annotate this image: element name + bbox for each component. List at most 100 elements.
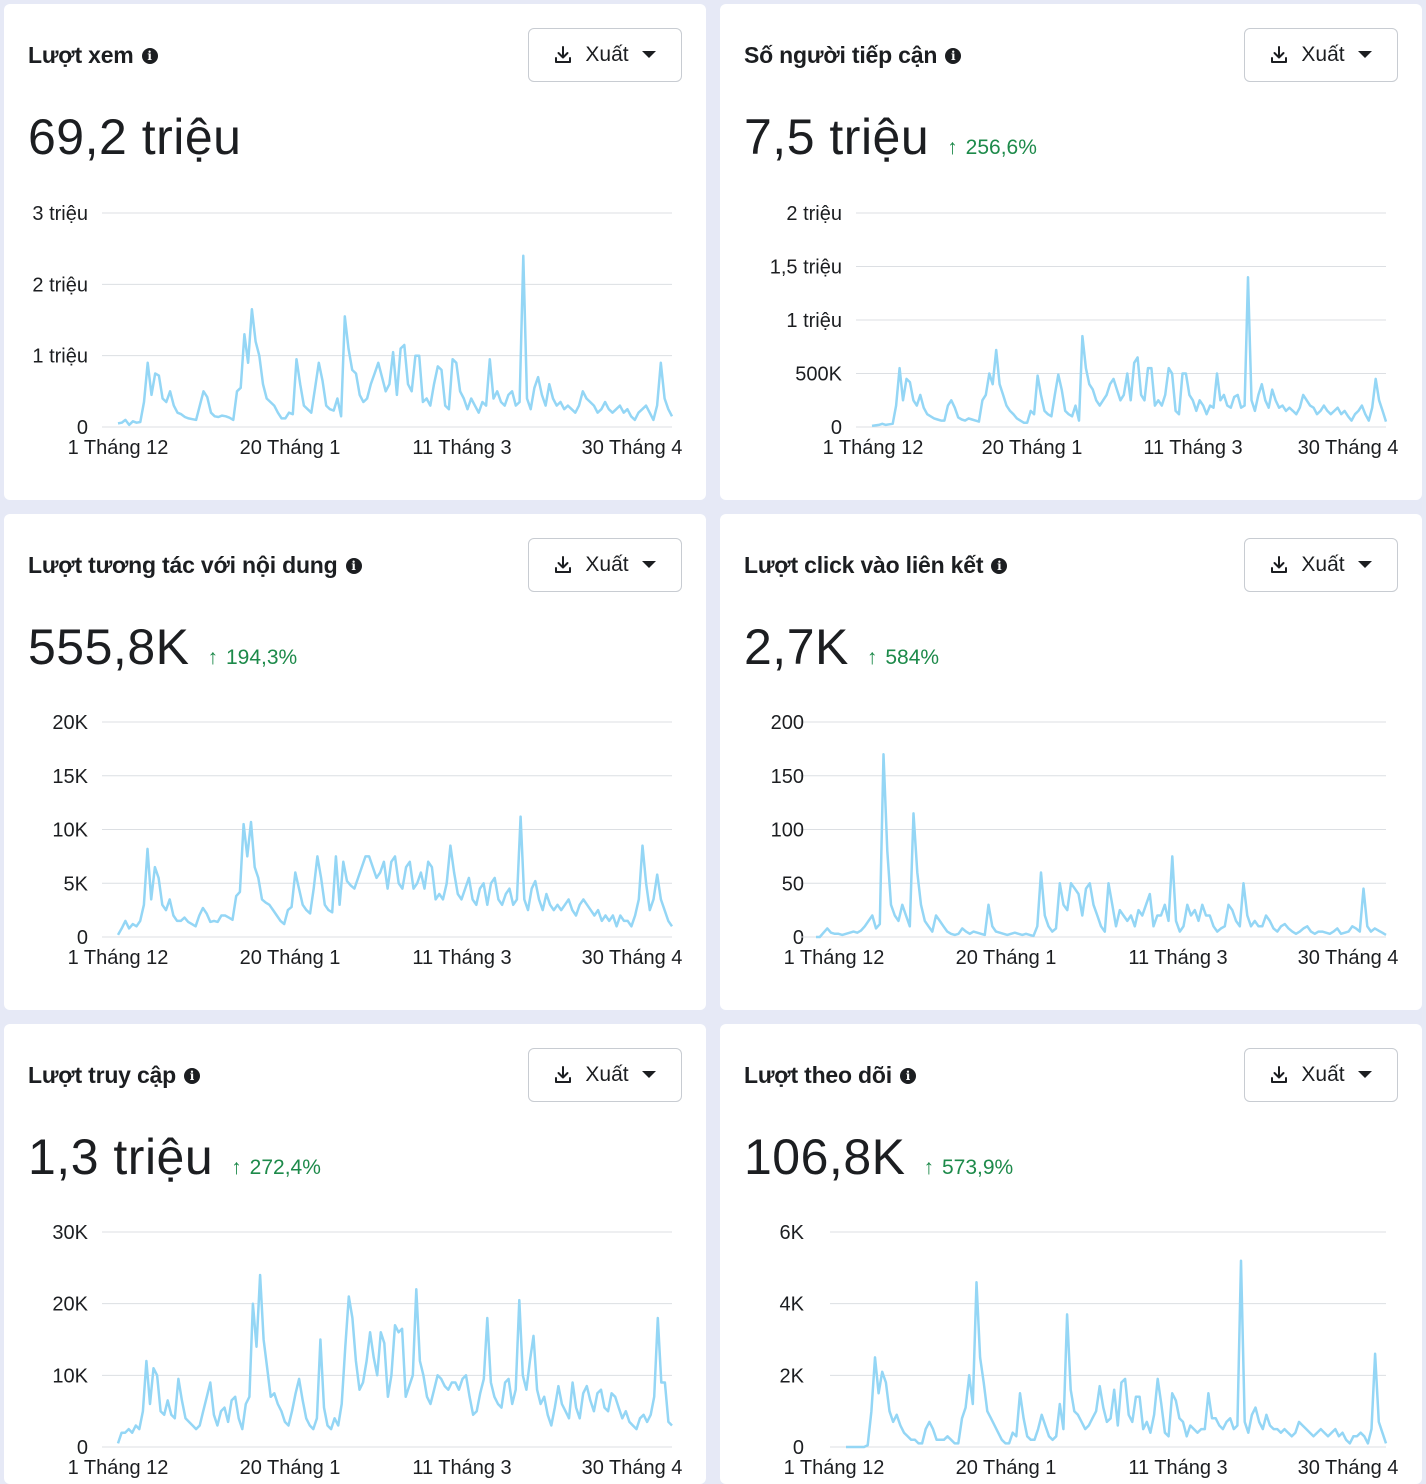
y-tick-label: 200: [771, 712, 804, 734]
info-icon[interactable]: i: [899, 1067, 916, 1084]
caret-down-icon: [1357, 50, 1373, 60]
caret-down-icon: [641, 1070, 657, 1080]
x-tick-label: 30 Tháng 4: [1298, 437, 1399, 459]
y-tick-label: 2 triệu: [786, 203, 842, 225]
info-icon[interactable]: i: [945, 47, 962, 64]
card-title: Lượt click vào liên kết i: [744, 552, 1008, 579]
metric-summary: 69,2 triệu: [28, 108, 241, 166]
y-tick-label: 10K: [52, 1365, 88, 1387]
export-label: Xuất: [1301, 1063, 1345, 1086]
export-button[interactable]: Xuất: [1244, 1048, 1398, 1102]
y-tick-label: 20K: [52, 712, 88, 734]
series-line: [871, 275, 1388, 428]
x-tick-label: 20 Tháng 1: [240, 1457, 341, 1479]
y-tick-label: 0: [77, 417, 88, 439]
export-label: Xuất: [585, 1063, 629, 1086]
x-tick-label: 30 Tháng 4: [1298, 1457, 1399, 1479]
x-tick-label: 11 Tháng 3: [1128, 1457, 1227, 1479]
card-title-text: Lượt click vào liên kết: [744, 552, 984, 578]
caret-down-icon: [1357, 560, 1373, 570]
y-tick-label: 0: [77, 927, 88, 949]
x-tick-label: 30 Tháng 4: [582, 437, 683, 459]
x-tick-label: 20 Tháng 1: [240, 947, 341, 969]
change-value: 573,9%: [941, 1156, 1014, 1179]
download-icon: [553, 45, 573, 65]
y-tick-label: 2 triệu: [32, 274, 88, 296]
export-label: Xuất: [585, 43, 629, 66]
x-tick-label: 30 Tháng 4: [582, 947, 683, 969]
export-button[interactable]: Xuất: [1244, 538, 1398, 592]
metric-summary: 106,8K ↑ 573,9%: [744, 1128, 1013, 1186]
export-button[interactable]: Xuất: [528, 538, 682, 592]
y-tick-label: 10K: [52, 820, 88, 842]
line-chart: 0 50 100 150 200 1 Tháng 12 20 Tháng 1 11 Tháng…: [771, 712, 1399, 969]
y-tick-label: 1,5 triệu: [770, 257, 842, 279]
export-button[interactable]: Xuất: [528, 1048, 682, 1102]
metric-card: Lượt theo dõi i Xuất 106,8K ↑ 573,9% 0 2K 4K 6K 1 …: [720, 1024, 1422, 1484]
metric-summary: 1,3 triệu ↑ 272,4%: [28, 1128, 321, 1186]
line-chart: 0 5K 10K 15K 20K 1 Tháng 12 20 Tháng 1 11 Tháng…: [52, 712, 683, 969]
y-tick-label: 4K: [780, 1294, 805, 1316]
info-icon[interactable]: i: [141, 47, 158, 64]
export-label: Xuất: [1301, 553, 1345, 576]
caret-down-icon: [1357, 1070, 1373, 1080]
x-tick-label: 11 Tháng 3: [1128, 947, 1227, 969]
y-tick-label: 5K: [64, 873, 89, 895]
arrow-up-icon: ↑: [231, 1156, 242, 1179]
x-tick-label: 20 Tháng 1: [982, 437, 1083, 459]
x-tick-label: 30 Tháng 4: [582, 1457, 683, 1479]
change-badge: ↑ 584%: [867, 646, 939, 670]
series-line: [816, 753, 1387, 939]
series-line: [117, 254, 674, 427]
series-line: [116, 1273, 673, 1444]
card-title: Lượt xem i: [28, 42, 158, 69]
x-tick-label: 11 Tháng 3: [412, 947, 511, 969]
card-title-text: Lượt xem: [28, 42, 134, 68]
y-tick-label: 0: [793, 927, 804, 949]
arrow-up-icon: ↑: [947, 136, 958, 159]
change-value: 256,6%: [965, 136, 1037, 159]
metric-value: 2,7K: [744, 619, 849, 675]
change-value: 272,4%: [249, 1156, 321, 1179]
info-icon[interactable]: i: [183, 1067, 200, 1084]
y-tick-label: 3 triệu: [32, 203, 88, 225]
x-tick-label: 11 Tháng 3: [412, 437, 511, 459]
export-button[interactable]: Xuất: [528, 28, 682, 82]
y-tick-label: 20K: [52, 1294, 88, 1316]
series-line: [116, 815, 674, 936]
x-tick-label: 11 Tháng 3: [412, 1457, 511, 1479]
x-tick-label: 20 Tháng 1: [240, 437, 341, 459]
series-line: [846, 1259, 1388, 1449]
card-title: Lượt truy cập i: [28, 1062, 200, 1089]
y-tick-label: 0: [77, 1437, 88, 1459]
metric-card: Số người tiếp cận i Xuất 7,5 triệu ↑ 256,6% 0 5…: [720, 4, 1422, 500]
y-tick-label: 15K: [52, 766, 88, 788]
y-tick-label: 30K: [52, 1222, 88, 1244]
y-tick-label: 150: [771, 766, 804, 788]
card-title: Số người tiếp cận i: [744, 42, 962, 69]
card-title: Lượt tương tác với nội dung i: [28, 552, 362, 579]
x-tick-label: 1 Tháng 12: [68, 1457, 169, 1479]
card-title-text: Lượt tương tác với nội dung: [28, 552, 338, 578]
info-icon[interactable]: i: [345, 557, 362, 574]
change-value: 194,3%: [225, 646, 298, 669]
change-badge: ↑ 256,6%: [947, 136, 1037, 160]
metric-summary: 555,8K ↑ 194,3%: [28, 618, 297, 676]
export-label: Xuất: [1301, 43, 1345, 66]
card-title: Lượt theo dõi i: [744, 1062, 916, 1089]
x-tick-label: 11 Tháng 3: [1143, 437, 1242, 459]
metric-summary: 2,7K ↑ 584%: [744, 618, 939, 676]
info-icon[interactable]: i: [991, 557, 1008, 574]
caret-down-icon: [641, 560, 657, 570]
arrow-up-icon: ↑: [866, 646, 878, 669]
download-icon: [1269, 45, 1289, 65]
x-tick-label: 1 Tháng 12: [784, 1457, 885, 1479]
card-title-text: Lượt theo dõi: [744, 1062, 892, 1088]
export-button[interactable]: Xuất: [1244, 28, 1398, 82]
y-tick-label: 50: [782, 873, 804, 895]
metric-summary: 7,5 triệu ↑ 256,6%: [744, 108, 1037, 166]
metric-card: Lượt truy cập i Xuất 1,3 triệu ↑ 272,4% 0 10K 20…: [4, 1024, 706, 1484]
download-icon: [553, 1065, 573, 1085]
metric-card: Lượt click vào liên kết i Xuất 2,7K ↑ 584% 0 50…: [720, 514, 1422, 1010]
